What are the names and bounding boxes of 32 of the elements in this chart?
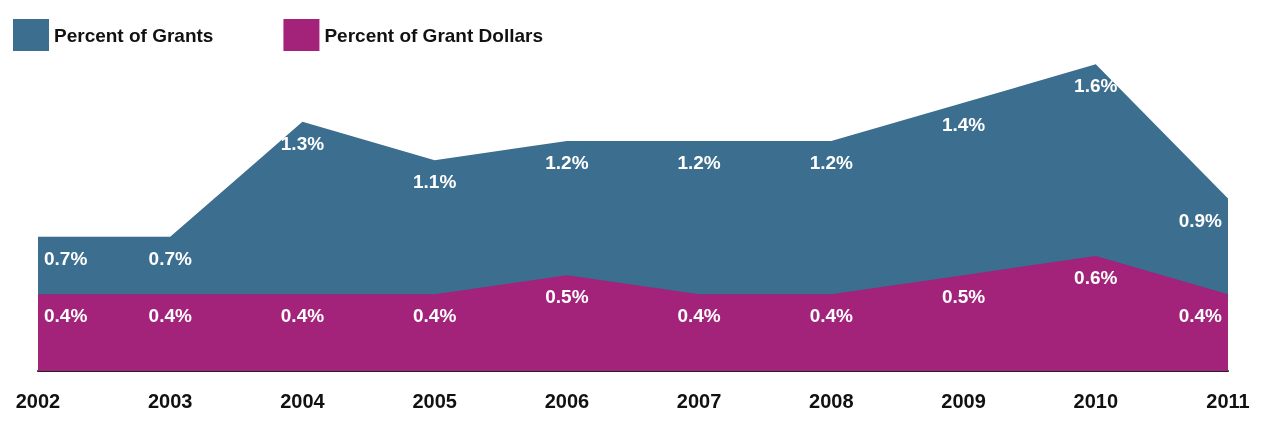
data-label: 0.4% — [677, 305, 721, 327]
data-label: 0.5% — [941, 286, 986, 308]
legend-label: Percent of Grants — [54, 24, 214, 46]
data-label: 0.4% — [280, 305, 325, 327]
x-tick-label: 2003 — [147, 390, 193, 412]
data-label: 0.7% — [44, 247, 88, 269]
data-label: 0.9% — [1178, 209, 1223, 231]
data-label: 0.6% — [1074, 267, 1118, 288]
x-tick-label: 2004 — [280, 390, 326, 412]
data-label: 0.5% — [545, 286, 589, 308]
data-label: 1.6% — [1074, 75, 1118, 97]
data-label: 1.2% — [677, 152, 721, 173]
x-tick-label: 2008 — [809, 390, 854, 412]
data-label: 1.1% — [413, 171, 457, 193]
x-tick-label: 2009 — [941, 390, 986, 412]
data-label: 0.4% — [44, 305, 88, 327]
data-label: 1.2% — [809, 152, 854, 173]
data-label: 0.4% — [413, 305, 457, 327]
legend-label: Percent of Grant Dollars — [324, 24, 543, 46]
data-label: 0.4% — [148, 305, 192, 327]
data-label: 0.4% — [809, 305, 854, 327]
x-tick-label: 2002 — [15, 390, 61, 412]
x-tick-label: 2007 — [676, 390, 722, 412]
x-tick-label: 2011 — [1206, 390, 1250, 412]
data-label: 1.4% — [941, 113, 986, 135]
data-label: 1.2% — [545, 152, 589, 173]
x-tick-label: 2006 — [544, 390, 590, 412]
x-tick-label: 2010 — [1073, 390, 1119, 412]
data-label: 0.7% — [148, 247, 192, 269]
data-label: 1.3% — [280, 132, 325, 154]
x-tick-label: 2005 — [412, 390, 457, 412]
data-label: 0.4% — [1178, 305, 1223, 327]
